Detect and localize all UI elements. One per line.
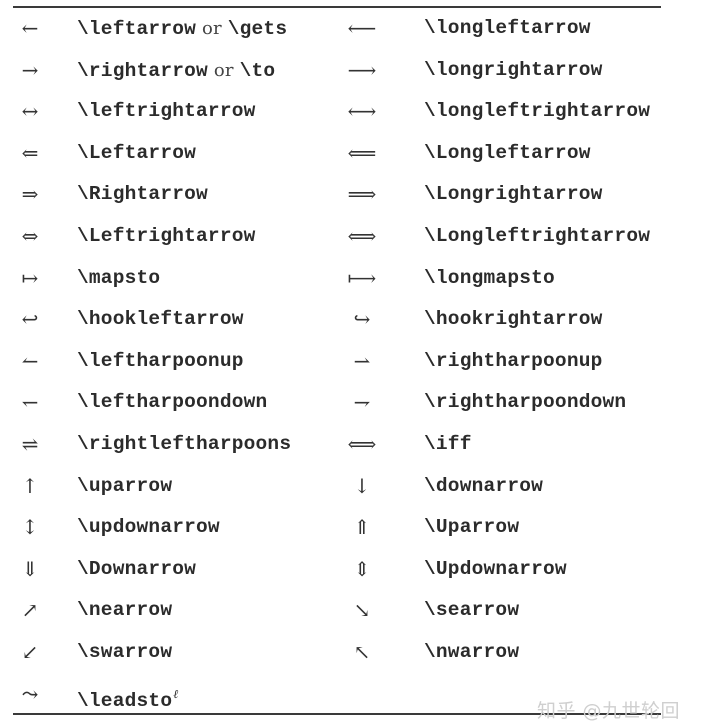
- command-name: \leadsto: [77, 689, 173, 712]
- table-row: ⇌ \rightleftharpoons ⟺ \iff: [0, 424, 723, 466]
- table-row: ↩ \hookleftarrow ↪ \hookrightarrow: [0, 299, 723, 341]
- left-command: \leftrightarrow: [77, 100, 256, 123]
- right-command: \longrightarrow: [424, 58, 603, 81]
- right-command: \searrow: [424, 599, 520, 622]
- command-name: \leftarrow: [77, 18, 197, 40]
- left-arrow-symbol: ↙: [21, 639, 39, 664]
- left-command: \mapsto: [77, 266, 161, 289]
- right-command: \downarrow: [424, 474, 544, 497]
- left-arrow-symbol: ↕: [21, 515, 39, 540]
- left-command: \updownarrow: [77, 516, 220, 539]
- right-command: \rightharpoonup: [424, 349, 603, 372]
- right-arrow-symbol: ⟸: [347, 140, 377, 165]
- left-command: \leftharpoonup: [77, 349, 244, 372]
- right-arrow-symbol: ⟶: [347, 57, 377, 82]
- right-arrow-symbol: ⇑: [353, 515, 371, 540]
- left-arrow-symbol: ↦: [21, 265, 39, 290]
- right-arrow-symbol: ⟹: [347, 182, 377, 207]
- left-command: \hookleftarrow: [77, 308, 244, 331]
- left-arrow-symbol: ⇔: [21, 223, 39, 248]
- right-arrow-symbol: ↖: [353, 639, 371, 664]
- or-separator: or: [196, 18, 228, 39]
- table-bottom-rule: [13, 713, 661, 715]
- left-command: \Downarrow: [77, 557, 197, 580]
- left-command: \uparrow: [77, 474, 173, 497]
- table-top-rule: [13, 6, 661, 8]
- table-row: ↼ \leftharpoonup ⇀ \rightharpoonup: [0, 341, 723, 383]
- right-arrow-symbol: ⟵: [347, 16, 377, 40]
- left-command: \leftharpoondown: [77, 391, 268, 414]
- right-command: \Longrightarrow: [424, 183, 603, 206]
- left-arrow-symbol: ↼: [21, 348, 39, 373]
- left-arrow-symbol: ←: [21, 16, 39, 40]
- table-row: ↦ \mapsto ⟼ \longmapsto: [0, 258, 723, 300]
- right-command: \longleftrightarrow: [424, 100, 651, 123]
- right-command: \Longleftarrow: [424, 141, 591, 164]
- table-row: ↑ \uparrow ↓ \downarrow: [0, 466, 723, 508]
- command-name: \rightarrow: [77, 59, 208, 82]
- right-command: \Longleftrightarrow: [424, 224, 651, 247]
- left-command: \leftarrow or \gets: [77, 8, 287, 50]
- table-row: ↽ \leftharpoondown ⇁ \rightharpoondown: [0, 382, 723, 424]
- left-arrow-symbol: ↽: [21, 390, 39, 415]
- left-arrow-symbol: →: [21, 57, 39, 82]
- right-command: \longmapsto: [424, 266, 555, 289]
- command-alias: \to: [239, 59, 276, 82]
- left-arrow-symbol: ↑: [21, 473, 39, 498]
- left-arrow-symbol: ↔: [21, 99, 39, 124]
- table-row: ⇓ \Downarrow ⇕ \Updownarrow: [0, 549, 723, 591]
- right-arrow-symbol: ⇁: [353, 390, 371, 415]
- left-command: \rightarrow or \to: [77, 50, 275, 92]
- right-arrow-symbol: ⟷: [347, 99, 377, 124]
- right-command: \rightharpoondown: [424, 391, 627, 414]
- table-row: ↙ \swarrow ↖ \nwarrow: [0, 632, 723, 674]
- left-arrow-symbol: ↩: [21, 307, 39, 332]
- right-command: \Updownarrow: [424, 557, 567, 580]
- table-row: ↔ \leftrightarrow ⟷ \longleftrightarrow: [0, 91, 723, 133]
- arrow-symbol-table: ← \leftarrow or \gets ⟵ \longleftarrow →…: [0, 8, 723, 715]
- left-arrow-symbol: ⤳: [21, 681, 39, 706]
- left-command: \nearrow: [77, 599, 173, 622]
- table-row: → \rightarrow or \to ⟶ \longrightarrow: [0, 50, 723, 92]
- right-command: \Uparrow: [424, 516, 520, 539]
- left-command: \Rightarrow: [77, 183, 208, 206]
- left-arrow-symbol: ⇌: [21, 431, 39, 456]
- right-arrow-symbol: [334, 674, 390, 716]
- table-row: ↕ \updownarrow ⇑ \Uparrow: [0, 507, 723, 549]
- watermark: 知乎 @九世轮回: [537, 700, 681, 722]
- left-arrow-symbol: ↗: [21, 598, 39, 623]
- left-arrow-symbol: ⇒: [21, 182, 39, 207]
- left-command: \leadstoℓ: [77, 674, 178, 716]
- table-row: ⇐ \Leftarrow ⟸ \Longleftarrow: [0, 133, 723, 175]
- right-arrow-symbol: ⟼: [347, 265, 377, 290]
- or-separator: or: [207, 59, 240, 81]
- right-command: \nwarrow: [424, 640, 520, 663]
- left-command: \Leftrightarrow: [77, 224, 256, 247]
- table-row: ↗ \nearrow ↘ \searrow: [0, 590, 723, 632]
- right-arrow-symbol: ↓: [353, 473, 371, 498]
- right-arrow-symbol: ⇀: [353, 348, 371, 373]
- left-command: \Leftarrow: [77, 141, 197, 164]
- right-arrow-symbol: ↘: [353, 598, 371, 623]
- footnote-marker: ℓ: [173, 686, 179, 701]
- left-command: \swarrow: [77, 640, 173, 663]
- right-arrow-symbol: ⟺: [347, 431, 377, 456]
- table-row: ⤳ \leadstoℓ: [0, 674, 723, 716]
- command-alias: \gets: [227, 18, 288, 40]
- left-arrow-symbol: ⇓: [21, 556, 39, 581]
- table-row: ← \leftarrow or \gets ⟵ \longleftarrow: [0, 8, 723, 50]
- right-command: \iff: [424, 432, 472, 455]
- right-arrow-symbol: ⟺: [347, 223, 377, 248]
- right-arrow-symbol: ↪: [353, 307, 371, 332]
- table-row: ⇔ \Leftrightarrow ⟺ \Longleftrightarrow: [0, 216, 723, 258]
- table-row: ⇒ \Rightarrow ⟹ \Longrightarrow: [0, 174, 723, 216]
- right-arrow-symbol: ⇕: [353, 556, 371, 581]
- left-command: \rightleftharpoons: [77, 432, 292, 455]
- left-arrow-symbol: ⇐: [21, 140, 39, 165]
- right-command: \hookrightarrow: [424, 308, 603, 331]
- right-command: \longleftarrow: [424, 17, 591, 39]
